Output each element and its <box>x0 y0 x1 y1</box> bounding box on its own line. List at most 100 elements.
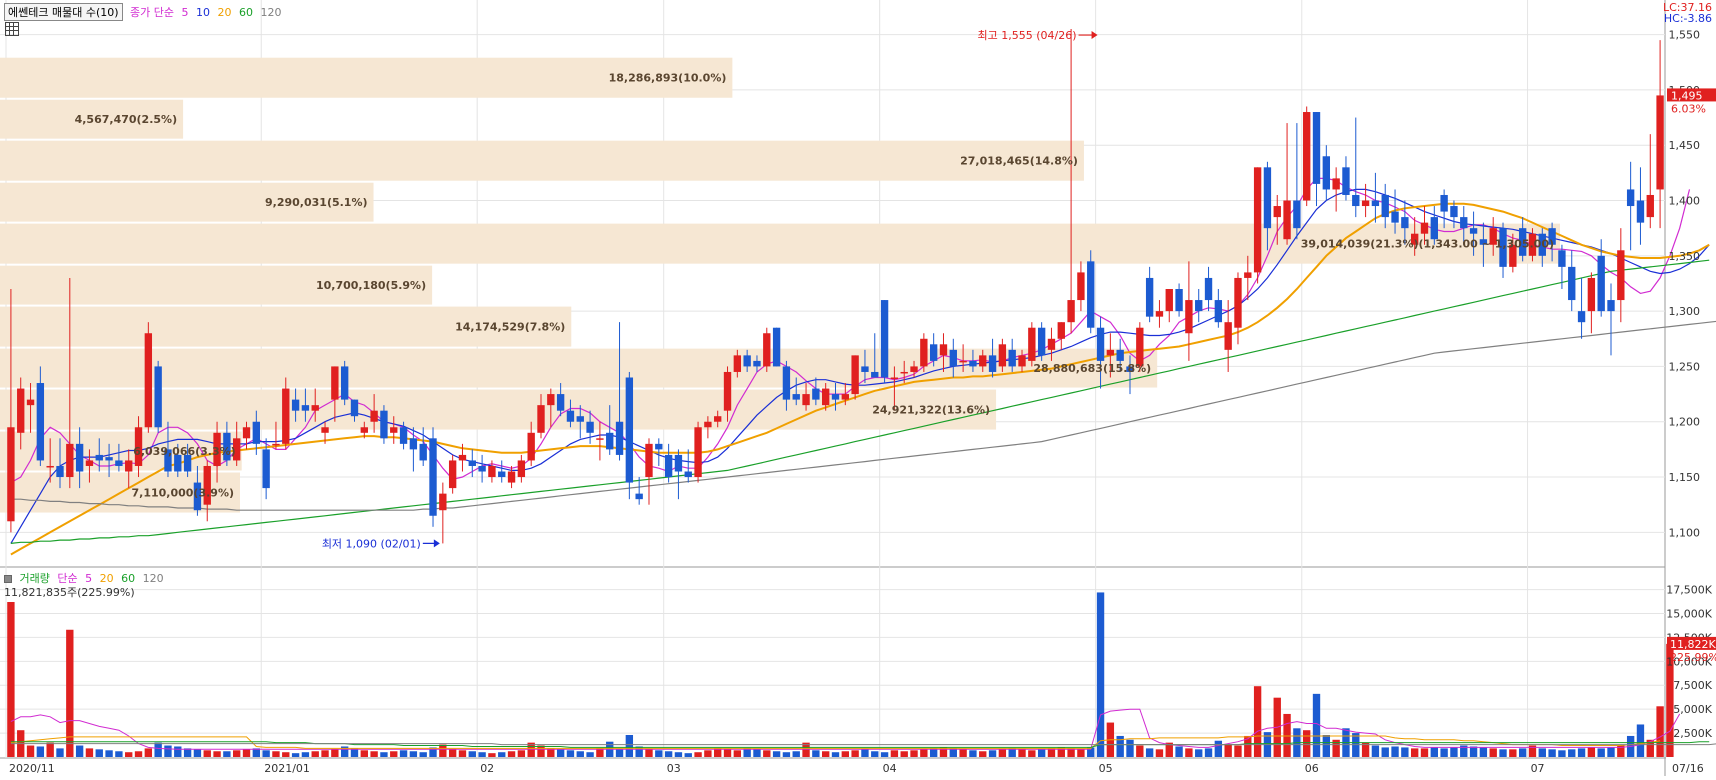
lc-hc-readout: LC:37.16 HC:-3.86 <box>1663 2 1712 24</box>
candle-body <box>1303 112 1311 201</box>
volume-bar <box>556 749 565 757</box>
candle-body <box>1587 277 1596 312</box>
volume-bar <box>812 750 820 757</box>
volume-bar <box>1018 749 1026 757</box>
candle-body <box>125 460 133 472</box>
volume-bar <box>664 751 673 757</box>
volume-bar <box>26 745 35 757</box>
volume-profile-band <box>0 57 733 98</box>
volume-bar <box>851 750 859 757</box>
candle-body <box>419 443 427 461</box>
volume-bar <box>1214 740 1223 757</box>
stock-label[interactable]: 에쎈테크 매물대 수(10) <box>4 3 123 21</box>
volume-bar <box>1361 742 1370 757</box>
volume-bar <box>1234 745 1242 757</box>
candle-body <box>409 438 418 450</box>
candle-body <box>115 460 123 466</box>
volume-bar <box>733 750 742 757</box>
x-tick-label: 06 <box>1305 762 1319 775</box>
volume-bar <box>694 752 702 757</box>
candle-body <box>1626 189 1635 207</box>
volume-bar <box>1518 748 1527 757</box>
volume-tick-label: 15,000K <box>1666 607 1712 620</box>
candle-body <box>1204 277 1213 301</box>
volume-bar <box>1244 735 1252 757</box>
candle-body <box>547 394 555 406</box>
candle-body <box>1538 233 1546 256</box>
volume-bar <box>1008 748 1016 757</box>
candle-body <box>164 449 172 472</box>
candle-body <box>498 471 506 478</box>
price-tick-label: 1,450 <box>1669 139 1701 152</box>
volume-bar <box>1165 742 1173 757</box>
volume-bar <box>674 752 683 757</box>
high-arrow-head <box>1091 31 1098 40</box>
candle-body <box>1518 228 1527 256</box>
last-price-tag-bg <box>1667 88 1716 102</box>
candle-body <box>664 454 673 478</box>
candle-body <box>1077 272 1085 301</box>
volume-bar <box>988 750 997 757</box>
candle-body <box>723 371 732 411</box>
volume-bar <box>115 751 123 757</box>
volume-ma-lines <box>10 708 1716 750</box>
volume-profile-band <box>0 348 1158 388</box>
volume-bar <box>861 749 869 757</box>
candle-body <box>537 405 545 433</box>
candle-body <box>95 454 103 461</box>
x-tick-label: 02 <box>480 762 494 775</box>
candle-body <box>802 394 810 406</box>
last-volume-tag: 11,822K <box>1670 638 1716 651</box>
candle-body <box>1381 194 1389 218</box>
x-end-label: 07/16 <box>1672 762 1704 775</box>
volume-bar <box>1440 748 1448 757</box>
volume-profile-band <box>0 223 1560 264</box>
candle-body <box>1224 322 1232 350</box>
volume-bar <box>1391 746 1399 757</box>
candle-body <box>1057 322 1065 339</box>
volume-bar <box>75 745 84 757</box>
candle-body <box>1312 112 1321 184</box>
volume-bar <box>1116 735 1124 757</box>
volume-bar <box>1597 748 1605 757</box>
candle-body <box>331 366 339 400</box>
volume-legend-box-icon[interactable] <box>4 575 12 583</box>
candle-body <box>301 405 310 411</box>
candle-body <box>1352 194 1360 207</box>
lc-text: LC:37.16 <box>1662 1 1712 14</box>
candle-body <box>183 454 192 472</box>
candle-body <box>1283 200 1291 240</box>
price-ma-line-10 <box>10 188 1710 544</box>
candle-body <box>1096 327 1105 361</box>
volume-bar <box>1037 749 1046 757</box>
candle-body <box>1479 239 1488 245</box>
volume-bar <box>252 748 261 757</box>
volume-bar <box>46 742 54 757</box>
candle-body <box>1165 289 1173 312</box>
volume-bar <box>596 748 604 757</box>
candle-body <box>1037 327 1046 356</box>
candle-body <box>1361 200 1370 207</box>
volume-bar <box>1656 706 1664 757</box>
volume-tick-label: 5,000K <box>1673 703 1712 716</box>
volume-bar <box>1087 747 1095 757</box>
volume-bar <box>871 751 879 757</box>
candle-body <box>233 438 241 461</box>
volume-bar <box>831 752 840 757</box>
volume-bar <box>1401 747 1409 757</box>
volume-tick-label: 2,500K <box>1673 727 1712 740</box>
candle-body <box>1185 300 1193 334</box>
volume-bar <box>301 752 310 757</box>
volume-bar <box>164 745 172 757</box>
volume-profile-band <box>0 306 572 347</box>
volume-profile-band <box>0 99 184 139</box>
candle-body <box>1214 300 1223 323</box>
candle-body <box>213 432 221 466</box>
volume-profile-band <box>0 389 997 430</box>
candle-body <box>527 432 535 461</box>
candle-body <box>998 344 1007 367</box>
volume-bar <box>959 749 967 757</box>
table-grid-icon[interactable] <box>5 22 19 36</box>
candle-body <box>1136 327 1144 367</box>
candle-body <box>1067 300 1075 323</box>
